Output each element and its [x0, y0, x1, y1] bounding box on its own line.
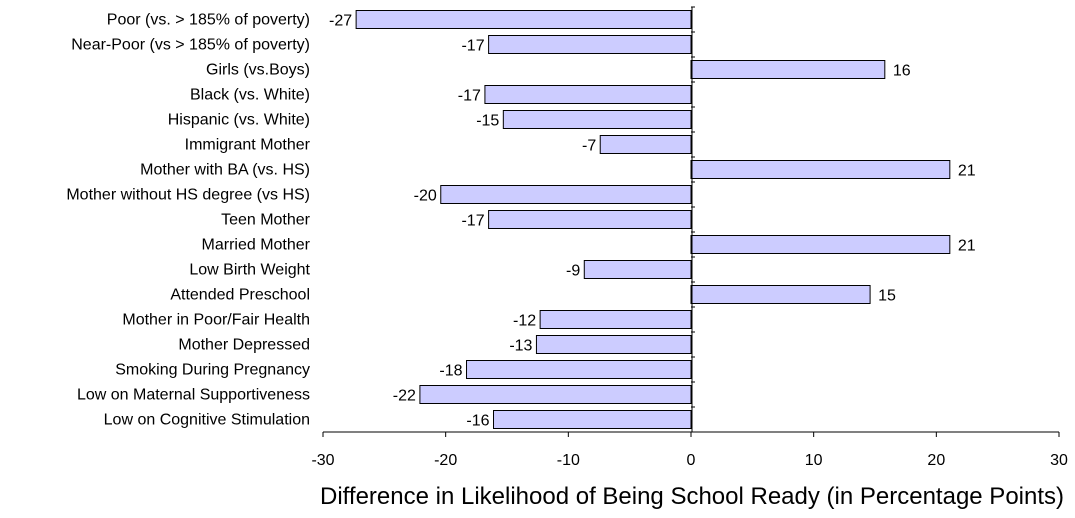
bar	[583, 260, 692, 279]
category-label: Attended Preschool	[170, 287, 310, 304]
value-label: -12	[513, 313, 536, 330]
category-label: Teen Mother	[221, 212, 311, 229]
bar	[535, 335, 692, 354]
bar	[539, 310, 692, 329]
value-labels-layer: -27 -17 16 -17 -15 -7 21 -20 -17 21 -9 15 -12 -13 -18 -…	[329, 13, 976, 430]
x-tick-label: 30	[1050, 452, 1068, 469]
category-label: Smoking During Pregnancy	[115, 362, 310, 379]
x-tick-label: 20	[927, 452, 945, 469]
bar	[488, 210, 692, 229]
bar	[488, 35, 692, 54]
value-label: -18	[439, 363, 462, 380]
category-label: Low on Maternal Supportiveness	[77, 387, 310, 404]
bar	[502, 110, 692, 129]
value-label: -22	[393, 388, 416, 405]
x-tick-label: 10	[805, 452, 823, 469]
x-axis-title: Difference in Likelihood of Being School…	[320, 483, 1064, 510]
category-label: Mother Depressed	[178, 337, 310, 354]
value-label: 15	[878, 288, 896, 305]
category-label: Married Mother	[202, 237, 311, 254]
x-ticks-layer: -30 -20 -10 0 10 20 30	[311, 432, 1068, 469]
value-label: -17	[461, 213, 484, 230]
category-label: Low Birth Weight	[189, 262, 310, 279]
category-label: Low on Cognitive Stimulation	[104, 412, 310, 429]
bar	[599, 135, 692, 154]
bar	[355, 10, 692, 29]
x-tick-label: -20	[434, 452, 457, 469]
value-label: -7	[582, 138, 596, 155]
bar	[690, 60, 886, 79]
value-label: -13	[509, 338, 532, 355]
category-label: Mother without HS degree (vs HS)	[66, 187, 310, 204]
category-labels-layer: Poor (vs. > 185% of poverty) Near-Poor (v…	[66, 12, 310, 429]
category-label: Near-Poor (vs > 185% of poverty)	[71, 37, 310, 54]
value-label: -17	[461, 38, 484, 55]
value-label: -17	[458, 88, 481, 105]
value-label: 16	[893, 63, 911, 80]
category-label: Girls (vs.Boys)	[206, 62, 310, 79]
x-tick-label: -10	[557, 452, 580, 469]
value-label: -16	[466, 413, 489, 430]
x-tick-label: 0	[687, 452, 696, 469]
value-label: -20	[414, 188, 437, 205]
value-label: 21	[958, 163, 976, 180]
bar	[690, 235, 951, 254]
bar	[484, 85, 692, 104]
bar	[419, 385, 692, 404]
bar	[440, 185, 692, 204]
x-tick-label: -30	[311, 452, 334, 469]
category-label: Poor (vs. > 185% of poverty)	[107, 12, 310, 29]
bar	[493, 410, 692, 429]
value-label: -15	[476, 113, 499, 130]
bar	[466, 360, 692, 379]
category-label: Black (vs. White)	[190, 87, 310, 104]
bars-layer	[355, 6, 951, 429]
value-label: -27	[329, 13, 352, 30]
category-label: Mother in Poor/Fair Health	[122, 312, 310, 329]
category-label: Hispanic (vs. White)	[168, 112, 310, 129]
value-label: 21	[958, 238, 976, 255]
bar	[690, 160, 951, 179]
bar	[690, 285, 871, 304]
category-label: Immigrant Mother	[185, 137, 311, 154]
category-label: Mother with BA (vs. HS)	[140, 162, 310, 179]
value-label: -9	[566, 263, 580, 280]
